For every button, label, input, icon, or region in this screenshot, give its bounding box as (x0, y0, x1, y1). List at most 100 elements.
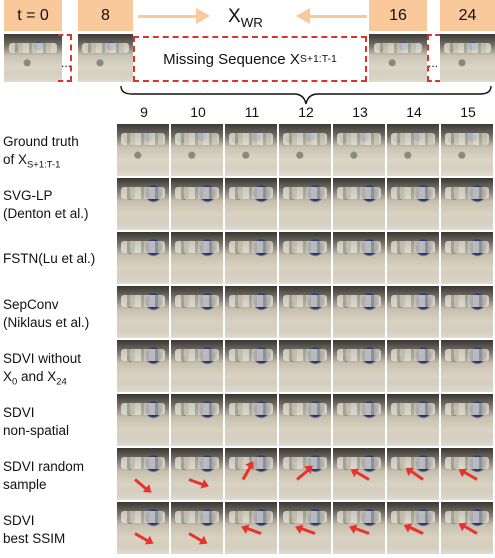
xwr-base: X (228, 6, 241, 27)
frame-r3-c14 (387, 286, 439, 338)
frame-r2-c11 (225, 232, 277, 284)
row-4-line2b: and X (17, 369, 57, 384)
ellipsis-right: ... (428, 56, 439, 70)
missing-text: Missing Sequence X (163, 50, 300, 68)
missing-sequence-box: Missing Sequence X S+1:T-1 (133, 36, 367, 82)
frame-r5-c10 (171, 394, 223, 446)
row-0-sub: S+1:T-1 (27, 159, 61, 171)
frame-r4-c15 (441, 340, 493, 392)
frame-r3-c12 (279, 286, 331, 338)
frame-r6-c11 (225, 448, 277, 500)
frame-r5-c15 (441, 394, 493, 446)
frame-r3-c15 (441, 286, 493, 338)
frame-r3-c10 (171, 286, 223, 338)
row-7-line1: SDVI (3, 513, 35, 528)
frame-r6-c9 (117, 448, 169, 500)
frame-r0-c15 (441, 124, 493, 176)
col-number-13: 13 (352, 104, 368, 120)
motion-arrow-icon (188, 532, 204, 543)
col-number-14: 14 (406, 104, 422, 120)
frame-r0-c9 (117, 124, 169, 176)
row-5-line2: non-spatial (3, 423, 70, 438)
frame-r3-c11 (225, 286, 277, 338)
frame-r2-c10 (171, 232, 223, 284)
context-frame-24 (440, 34, 495, 82)
motion-arrow-icon (354, 470, 370, 481)
frame-r6-c12 (279, 448, 331, 500)
row-label-ground-truth: Ground truth of XS+1:T-1 (3, 133, 118, 175)
frame-r1-c11 (225, 178, 277, 230)
motion-arrow-icon (353, 526, 370, 535)
row-0-line1: Ground truth (3, 134, 79, 149)
row-3-line2: (Niklaus et al.) (3, 315, 90, 330)
xwr-label: XWR (228, 6, 263, 30)
row-label-fstn: FSTN(Lu et al.) (3, 250, 118, 268)
frame-r5-c14 (387, 394, 439, 446)
context-frame-0 (4, 34, 62, 82)
frame-label-8: 8 (78, 0, 133, 31)
row-4-line1: SDVI without (3, 351, 82, 366)
arrow-right-icon (196, 8, 210, 24)
row-5-line1: SDVI (3, 405, 35, 420)
row-4-sub2: 24 (56, 376, 67, 388)
row-label-sdvi-without: SDVI without X0 and X24 (3, 350, 118, 392)
frame-label-16-text: 16 (389, 6, 407, 24)
frame-r6-c14 (387, 448, 439, 500)
motion-arrow-icon (462, 524, 478, 535)
arrow-right-line (138, 15, 198, 18)
col-number-11: 11 (244, 104, 260, 120)
row-1-line1: SVG-LP (3, 188, 53, 203)
frame-r1-c10 (171, 178, 223, 230)
frame-label-8-text: 8 (101, 6, 110, 24)
frame-r7-c14 (387, 502, 439, 554)
row-6-line2: sample (3, 477, 47, 492)
frame-label-0-text: t = 0 (17, 6, 49, 24)
row-2-line1: FSTN(Lu et al.) (3, 251, 96, 266)
row-3-line1: SepConv (3, 297, 59, 312)
frame-label-16: 16 (369, 0, 427, 31)
motion-arrow-icon (241, 464, 253, 481)
motion-arrow-icon (134, 478, 149, 491)
frame-r7-c9 (117, 502, 169, 554)
frame-r7-c15 (441, 502, 493, 554)
frame-r4-c14 (387, 340, 439, 392)
frame-r0-c13 (333, 124, 385, 176)
frame-r4-c13 (333, 340, 385, 392)
frame-r4-c12 (279, 340, 331, 392)
motion-arrow-icon (134, 532, 150, 543)
col-number-10: 10 (190, 104, 206, 120)
motion-arrow-icon (409, 469, 424, 481)
context-frame-16 (369, 34, 427, 82)
frame-r1-c14 (387, 178, 439, 230)
frame-r7-c12 (279, 502, 331, 554)
motion-arrow-icon (188, 478, 205, 487)
frame-r7-c13 (333, 502, 385, 554)
frame-r3-c13 (333, 286, 385, 338)
frame-r3-c9 (117, 286, 169, 338)
col-number-9: 9 (140, 104, 148, 120)
frame-r2-c14 (387, 232, 439, 284)
context-frame-8 (78, 34, 133, 82)
frame-r5-c12 (279, 394, 331, 446)
frame-r0-c11 (225, 124, 277, 176)
frame-r1-c12 (279, 178, 331, 230)
row-4-line2: X (3, 369, 13, 384)
frame-label-24: 24 (440, 0, 495, 31)
col-number-12: 12 (298, 104, 314, 120)
row-label-svg-lp: SVG-LP (Denton et al.) (3, 187, 118, 223)
row-label-sdvi-random: SDVI random sample (3, 458, 118, 494)
frame-r0-c14 (387, 124, 439, 176)
frame-r1-c13 (333, 178, 385, 230)
context-frame-16-border (427, 34, 440, 82)
frame-r4-c9 (117, 340, 169, 392)
curly-brace-icon (120, 85, 492, 105)
frame-r1-c9 (117, 178, 169, 230)
frame-label-0: t = 0 (4, 0, 62, 31)
row-4-line2-wrap: X0 and X24 (3, 368, 118, 392)
frame-r2-c9 (117, 232, 169, 284)
row-4-sub: 0 (12, 376, 18, 388)
arrow-left-line (309, 15, 367, 18)
frame-r2-c13 (333, 232, 385, 284)
motion-arrow-icon (462, 470, 478, 481)
frame-r0-c10 (171, 124, 223, 176)
